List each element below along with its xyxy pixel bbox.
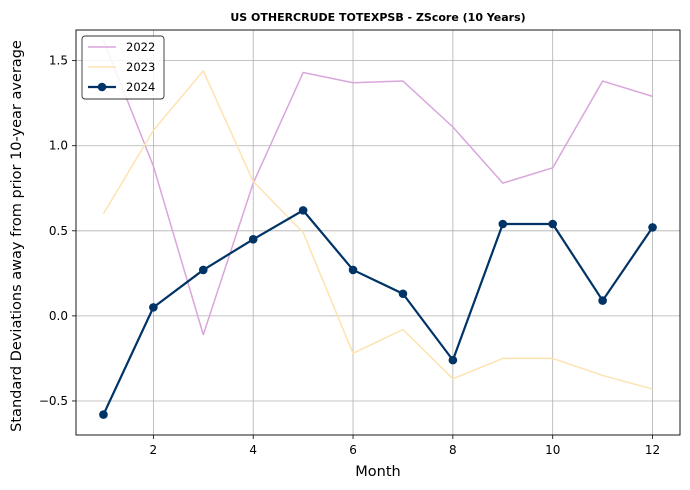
data-point-2024 — [198, 265, 208, 275]
x-tick-label: 4 — [249, 443, 257, 457]
x-axis-label: Month — [355, 464, 400, 480]
data-point-2024 — [498, 219, 508, 229]
legend-label-2024: 2024 — [126, 80, 155, 94]
y-tick-label: 0.0 — [49, 309, 68, 323]
axis-ticks: 2 4 6 8 10 12 −0.5 0.0 0.5 1.0 1.5 — [39, 54, 660, 457]
x-tick-label: 2 — [150, 443, 158, 457]
legend-label-2023: 2023 — [126, 60, 155, 74]
series-line-2022 — [102, 39, 653, 336]
legend-label-2022: 2022 — [126, 40, 155, 54]
data-point-2024 — [348, 265, 358, 275]
x-tick-label: 10 — [545, 443, 560, 457]
series-line-2023 — [102, 70, 653, 390]
y-axis-label: Standard Deviations away from prior 10-y… — [9, 40, 25, 432]
y-tick-label: 1.0 — [49, 139, 68, 153]
x-tick-label: 6 — [349, 443, 357, 457]
series-layer — [99, 39, 657, 419]
x-tick-label: 12 — [645, 443, 660, 457]
legend-marker-2024 — [97, 82, 107, 92]
x-tick-label: 8 — [449, 443, 457, 457]
data-point-2024 — [648, 223, 657, 232]
y-tick-label: 1.5 — [49, 54, 68, 68]
legend: 2022 2023 2024 — [81, 35, 165, 100]
data-point-2024 — [248, 235, 258, 244]
data-point-2024 — [99, 410, 108, 419]
y-tick-label: 0.5 — [49, 224, 68, 238]
data-point-2024 — [298, 206, 308, 215]
data-point-2024 — [149, 303, 158, 312]
plot-frame — [75, 29, 681, 436]
data-point-2024 — [398, 289, 408, 299]
y-tick-label: −0.5 — [39, 394, 68, 408]
chart-title: US OTHERCRUDE TOTEXPSB - ZScore (10 Year… — [230, 11, 525, 24]
data-point-2024 — [548, 219, 558, 229]
data-point-2024 — [598, 296, 607, 305]
grid — [76, 30, 680, 435]
data-point-2024 — [448, 355, 458, 365]
series-line-2024 — [102, 209, 654, 416]
